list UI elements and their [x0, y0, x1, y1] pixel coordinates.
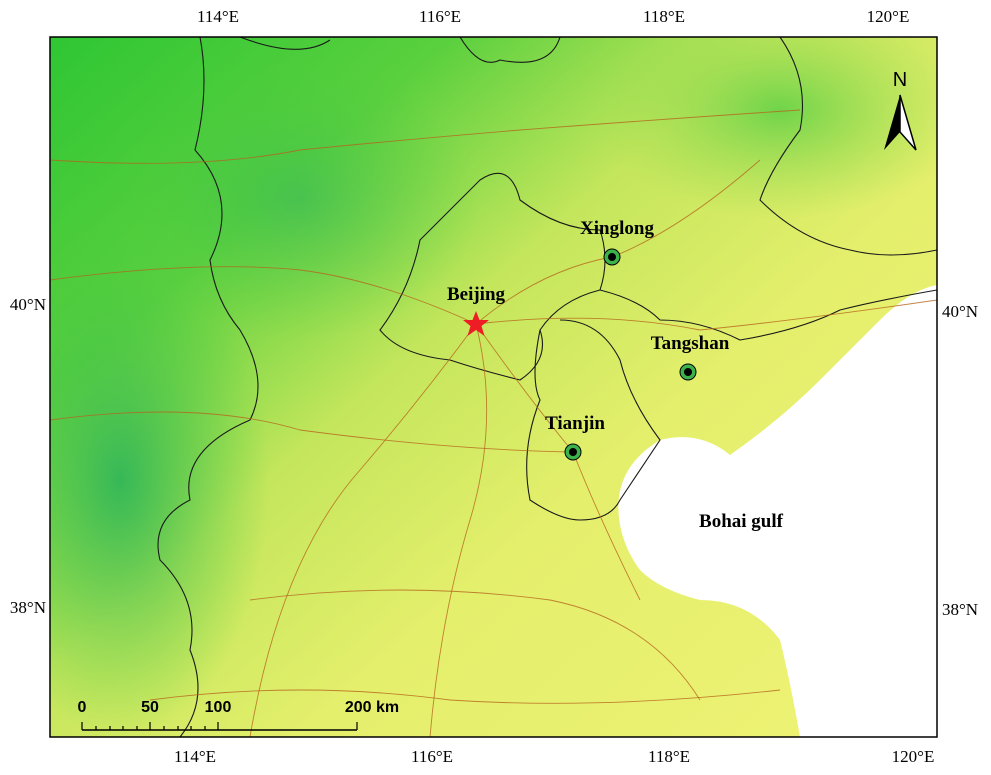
station-marker: [569, 448, 577, 456]
north-arrow: [884, 95, 900, 150]
station-marker: [608, 253, 616, 261]
lat-label: 38°N: [10, 598, 46, 617]
lon-label: 114°E: [197, 7, 239, 26]
beijing-star: [463, 311, 489, 336]
lon-label: 114°E: [174, 747, 216, 766]
lon-label: 118°E: [648, 747, 690, 766]
scale-label: 50: [141, 699, 159, 716]
scale-label: 200 km: [345, 699, 399, 716]
scale-bar: [81, 722, 358, 731]
bohai-gulf: [618, 285, 937, 737]
lat-label: 40°N: [942, 302, 978, 321]
scale-label: 100: [205, 699, 232, 716]
lat-label: 38°N: [942, 600, 978, 619]
city-label: Tianjin: [545, 413, 605, 434]
sea-label: Bohai gulf: [699, 511, 784, 532]
city-label: Beijing: [447, 284, 506, 305]
terrain: [50, 37, 937, 737]
city-label: Xinglong: [580, 218, 654, 239]
lon-label: 116°E: [411, 747, 453, 766]
lon-label: 116°E: [419, 7, 461, 26]
lon-label: 120°E: [867, 7, 910, 26]
city-label: Tangshan: [651, 333, 730, 354]
lat-label: 40°N: [10, 295, 46, 314]
lon-label: 120°E: [892, 747, 935, 766]
north-label: N: [893, 69, 907, 91]
station-marker: [684, 368, 692, 376]
lon-label: 118°E: [643, 7, 685, 26]
north-arrow: [899, 94, 917, 151]
scale-label: 0: [78, 699, 87, 716]
map-frame: [49, 36, 938, 738]
